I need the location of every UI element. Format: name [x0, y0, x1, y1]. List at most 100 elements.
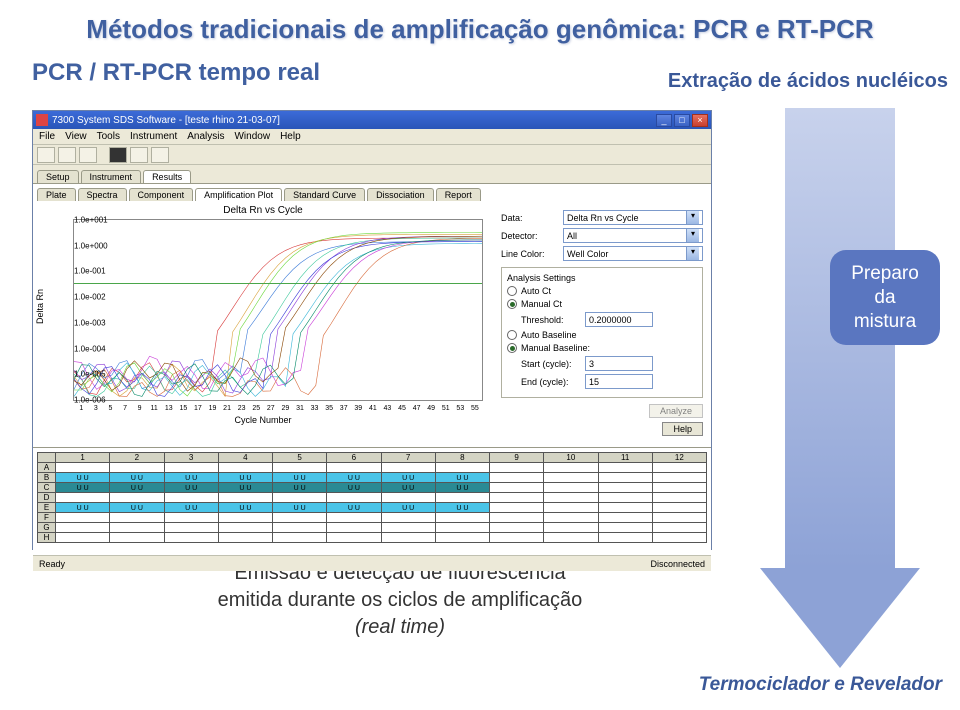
threshold-input[interactable] [585, 312, 653, 327]
well-E12[interactable] [652, 503, 706, 513]
well-F11[interactable] [598, 513, 652, 523]
auto-ct-radio[interactable] [507, 286, 517, 296]
well-D3[interactable] [164, 493, 218, 503]
well-E3[interactable]: U U [164, 503, 218, 513]
subtab-component[interactable]: Component [129, 188, 194, 201]
subtab-standard-curve[interactable]: Standard Curve [284, 188, 365, 201]
tab-setup[interactable]: Setup [37, 170, 79, 183]
well-F12[interactable] [652, 513, 706, 523]
well-F9[interactable] [490, 513, 544, 523]
menu-tools[interactable]: Tools [97, 131, 120, 142]
well-C1[interactable]: U U [56, 483, 110, 493]
well-A8[interactable] [435, 463, 489, 473]
well-F6[interactable] [327, 513, 381, 523]
well-B9[interactable] [490, 473, 544, 483]
well-B10[interactable] [544, 473, 598, 483]
well-E6[interactable]: U U [327, 503, 381, 513]
data-select[interactable]: Delta Rn vs Cycle▾ [563, 210, 703, 225]
menu-view[interactable]: View [65, 131, 87, 142]
well-B1[interactable]: U U [56, 473, 110, 483]
subtab-amplification-plot[interactable]: Amplification Plot [195, 188, 282, 201]
well-C7[interactable]: U U [381, 483, 435, 493]
well-E2[interactable]: U U [110, 503, 164, 513]
well-H11[interactable] [598, 533, 652, 543]
well-G10[interactable] [544, 523, 598, 533]
toolbar-button[interactable] [58, 147, 76, 163]
well-C9[interactable] [490, 483, 544, 493]
wells-grid[interactable]: 123456789101112ABU UU UU UU UU UU UU UU … [37, 452, 707, 543]
well-F7[interactable] [381, 513, 435, 523]
detector-select[interactable]: All▾ [563, 228, 703, 243]
well-H1[interactable] [56, 533, 110, 543]
well-B11[interactable] [598, 473, 652, 483]
well-D6[interactable] [327, 493, 381, 503]
well-C8[interactable]: U U [435, 483, 489, 493]
threshold-line[interactable] [74, 283, 482, 284]
well-H4[interactable] [218, 533, 272, 543]
start-cycle-input[interactable] [585, 356, 653, 371]
well-A10[interactable] [544, 463, 598, 473]
well-F4[interactable] [218, 513, 272, 523]
well-D5[interactable] [273, 493, 327, 503]
well-H9[interactable] [490, 533, 544, 543]
well-D8[interactable] [435, 493, 489, 503]
maximize-button[interactable]: □ [674, 114, 690, 127]
analyze-button[interactable]: Analyze [649, 404, 703, 418]
well-H7[interactable] [381, 533, 435, 543]
well-H12[interactable] [652, 533, 706, 543]
well-A11[interactable] [598, 463, 652, 473]
minimize-button[interactable]: _ [656, 114, 672, 127]
well-B2[interactable]: U U [110, 473, 164, 483]
well-G6[interactable] [327, 523, 381, 533]
subtab-dissociation[interactable]: Dissociation [367, 188, 434, 201]
well-A1[interactable] [56, 463, 110, 473]
well-E7[interactable]: U U [381, 503, 435, 513]
well-B6[interactable]: U U [327, 473, 381, 483]
well-D12[interactable] [652, 493, 706, 503]
well-C3[interactable]: U U [164, 483, 218, 493]
well-C5[interactable]: U U [273, 483, 327, 493]
well-H3[interactable] [164, 533, 218, 543]
well-E11[interactable] [598, 503, 652, 513]
subtab-report[interactable]: Report [436, 188, 481, 201]
well-A6[interactable] [327, 463, 381, 473]
toolbar-button[interactable] [151, 147, 169, 163]
well-H6[interactable] [327, 533, 381, 543]
well-G7[interactable] [381, 523, 435, 533]
well-A5[interactable] [273, 463, 327, 473]
well-D11[interactable] [598, 493, 652, 503]
menu-file[interactable]: File [39, 131, 55, 142]
manual-ct-radio[interactable] [507, 299, 517, 309]
well-H10[interactable] [544, 533, 598, 543]
well-C12[interactable] [652, 483, 706, 493]
well-B4[interactable]: U U [218, 473, 272, 483]
well-B8[interactable]: U U [435, 473, 489, 483]
well-A12[interactable] [652, 463, 706, 473]
well-B12[interactable] [652, 473, 706, 483]
well-G4[interactable] [218, 523, 272, 533]
well-H2[interactable] [110, 533, 164, 543]
well-C2[interactable]: U U [110, 483, 164, 493]
well-G11[interactable] [598, 523, 652, 533]
well-B7[interactable]: U U [381, 473, 435, 483]
well-F1[interactable] [56, 513, 110, 523]
well-F2[interactable] [110, 513, 164, 523]
amplification-plot[interactable]: 1357911131517192123252729313335373941434… [73, 219, 483, 401]
well-D1[interactable] [56, 493, 110, 503]
toolbar-button[interactable] [37, 147, 55, 163]
well-A7[interactable] [381, 463, 435, 473]
well-F8[interactable] [435, 513, 489, 523]
well-B5[interactable]: U U [273, 473, 327, 483]
well-G1[interactable] [56, 523, 110, 533]
toolbar-button[interactable] [130, 147, 148, 163]
well-E4[interactable]: U U [218, 503, 272, 513]
subtab-plate[interactable]: Plate [37, 188, 76, 201]
well-D2[interactable] [110, 493, 164, 503]
tab-instrument[interactable]: Instrument [81, 170, 142, 183]
manual-baseline-radio[interactable] [507, 343, 517, 353]
well-E1[interactable]: U U [56, 503, 110, 513]
well-G5[interactable] [273, 523, 327, 533]
well-A3[interactable] [164, 463, 218, 473]
help-button[interactable]: Help [662, 422, 703, 436]
well-E10[interactable] [544, 503, 598, 513]
